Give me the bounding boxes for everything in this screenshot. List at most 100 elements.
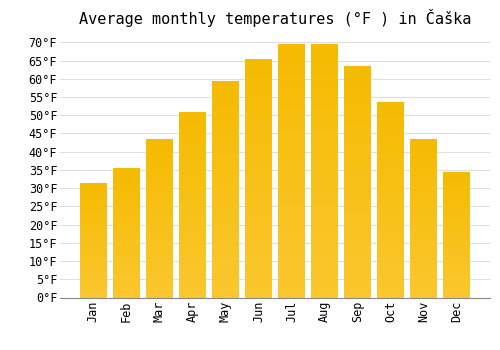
Bar (146, 291, 173, 294)
Bar (377, 235, 404, 239)
Bar (179, 282, 206, 286)
Bar (146, 193, 173, 196)
Bar (444, 245, 470, 247)
Bar (410, 212, 438, 215)
Bar (311, 277, 338, 282)
Bar (212, 232, 239, 237)
Bar (311, 44, 338, 298)
Bar (245, 154, 272, 159)
Bar (245, 216, 272, 221)
Bar (80, 288, 106, 290)
Bar (344, 66, 371, 71)
Bar (410, 218, 438, 222)
Bar (80, 284, 106, 286)
Bar (212, 141, 239, 146)
Bar (278, 277, 305, 282)
Bar (245, 197, 272, 202)
Bar (278, 64, 305, 69)
Bar (245, 193, 272, 197)
Bar (377, 122, 404, 126)
Bar (278, 242, 305, 247)
Bar (245, 140, 272, 145)
Bar (377, 138, 404, 141)
Bar (278, 222, 305, 226)
Bar (410, 294, 438, 297)
Bar (245, 221, 272, 226)
Bar (179, 264, 206, 268)
Bar (311, 130, 338, 135)
Bar (146, 202, 173, 205)
Bar (179, 249, 206, 253)
Bar (179, 234, 206, 238)
Bar (344, 228, 371, 233)
Bar (278, 181, 305, 186)
Bar (410, 193, 438, 196)
Bar (146, 139, 173, 142)
Bar (245, 135, 272, 140)
Bar (444, 282, 470, 285)
Bar (80, 242, 106, 245)
Bar (80, 210, 106, 212)
Bar (179, 171, 206, 175)
Bar (311, 272, 338, 277)
Bar (80, 249, 106, 252)
Bar (377, 165, 404, 169)
Bar (245, 121, 272, 126)
Bar (444, 290, 470, 293)
Bar (311, 161, 338, 166)
Bar (179, 178, 206, 182)
Bar (80, 192, 106, 194)
Bar (444, 252, 470, 255)
Bar (410, 275, 438, 279)
Bar (444, 237, 470, 240)
Bar (245, 183, 272, 188)
Bar (311, 222, 338, 226)
Bar (377, 294, 404, 298)
Bar (410, 221, 438, 225)
Bar (278, 44, 305, 298)
Bar (245, 164, 272, 169)
Bar (212, 272, 239, 276)
Bar (344, 200, 371, 205)
Bar (344, 251, 371, 256)
Bar (377, 184, 404, 188)
Bar (245, 283, 272, 288)
Bar (444, 199, 470, 202)
Bar (410, 244, 438, 247)
Bar (344, 196, 371, 200)
Bar (311, 54, 338, 59)
Bar (179, 112, 206, 298)
Bar (245, 126, 272, 130)
Bar (212, 128, 239, 133)
Bar (245, 207, 272, 211)
Bar (212, 167, 239, 172)
Bar (179, 290, 206, 294)
Bar (80, 254, 106, 256)
Bar (112, 269, 140, 272)
Bar (278, 105, 305, 110)
Bar (179, 119, 206, 123)
Bar (444, 260, 470, 262)
Bar (444, 255, 470, 257)
Bar (344, 159, 371, 163)
Bar (278, 211, 305, 216)
Bar (112, 274, 140, 277)
Bar (80, 219, 106, 222)
Bar (112, 261, 140, 264)
Bar (80, 189, 106, 192)
Bar (410, 148, 438, 152)
Bar (112, 202, 140, 204)
Bar (179, 115, 206, 119)
Bar (245, 231, 272, 236)
Bar (179, 160, 206, 164)
Bar (212, 280, 239, 285)
Bar (245, 235, 272, 240)
Bar (410, 177, 438, 180)
Bar (278, 282, 305, 287)
Bar (344, 163, 371, 168)
Bar (80, 258, 106, 261)
Bar (444, 215, 470, 217)
Bar (245, 106, 272, 111)
Bar (112, 295, 140, 298)
Bar (410, 167, 438, 171)
